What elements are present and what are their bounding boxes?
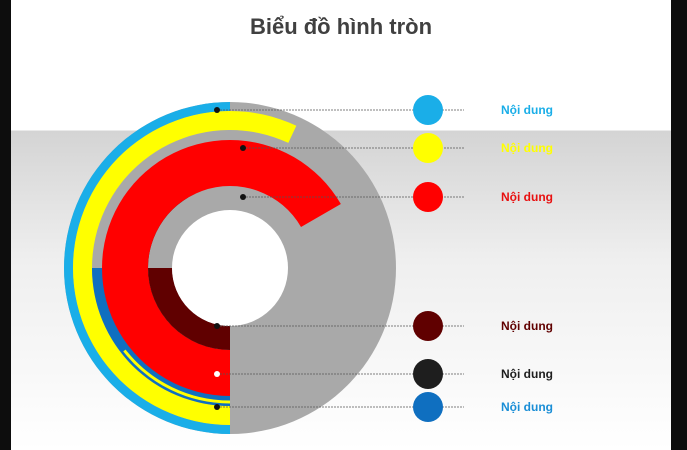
accent-line [123,349,231,404]
leader-dot-5 [214,371,220,377]
center-hole [172,210,288,326]
legend-label-5: Nội dung [501,367,553,381]
legend-marker-4 [413,311,443,341]
slide: Biểu đồ hình tròn Nội dung Nội dung Nội du… [11,0,671,450]
chart-title: Biểu đồ hình tròn [249,14,433,39]
leader-dot-1 [214,107,220,113]
radial-chart: Nội dung Nội dung Nội dung Nội dung Nội dung… [64,95,553,434]
ring-4 [148,268,230,350]
legend-label-6: Nội dung [501,400,553,414]
leader-dot-2 [240,145,246,151]
legend-marker-5 [413,359,443,389]
leader-dot-3 [240,194,246,200]
legend-label-3: Nội dung [501,190,553,204]
legend-label-1: Nội dung [501,103,553,117]
legend-marker-3 [413,182,443,212]
ring-3 [102,139,341,396]
legend-label-4: Nội dung [501,319,553,333]
leader-dot-4 [214,323,220,329]
legend-marker-1 [413,95,443,125]
legend-label-2: Nội dung [501,141,553,155]
legend-marker-2 [413,133,443,163]
leader-dot-6 [214,404,220,410]
legend-marker-6 [413,392,443,422]
